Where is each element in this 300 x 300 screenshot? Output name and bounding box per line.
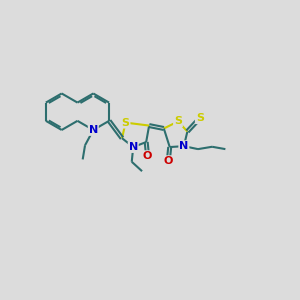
Text: S: S xyxy=(196,113,204,123)
Text: N: N xyxy=(89,125,98,135)
Text: N: N xyxy=(179,141,188,151)
Text: N: N xyxy=(129,142,138,152)
Text: S: S xyxy=(122,118,130,128)
Text: S: S xyxy=(174,116,182,126)
Text: O: O xyxy=(164,156,173,166)
Text: O: O xyxy=(143,151,152,161)
